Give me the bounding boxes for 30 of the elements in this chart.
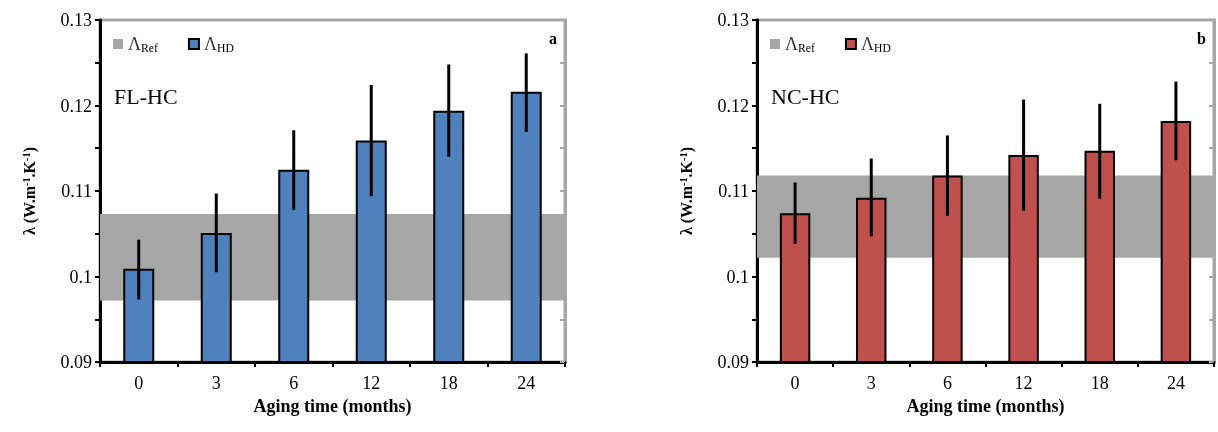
x-tick-label: 24 — [1166, 373, 1185, 393]
y-tick-label: 0.11 — [718, 181, 749, 201]
x-tick-label: 0 — [790, 373, 800, 393]
x-tick-label: 6 — [942, 373, 952, 393]
annotation: a — [549, 29, 557, 47]
y-tick-label: 0.12 — [60, 95, 92, 116]
y-tick-label: 0.09 — [717, 352, 749, 372]
x-tick-label: 24 — [517, 373, 536, 393]
x-tick-label: 18 — [1090, 373, 1109, 393]
y-tick-label: 0.12 — [717, 95, 749, 116]
x-tick-label: 12 — [362, 373, 381, 393]
annotation: b — [1197, 29, 1207, 47]
x-tick-label: 6 — [289, 373, 299, 393]
y-tick-label: 0.09 — [60, 352, 92, 372]
y-tick-label: 0.1 — [69, 266, 92, 287]
x-tick-label: 3 — [866, 373, 876, 393]
x-axis-title: Aging time (months) — [906, 395, 1065, 417]
annotation: FL-HC — [114, 83, 178, 109]
y-axis-title: λ (W.m-1.K-1) — [21, 146, 40, 236]
y-tick-label: 0.1 — [726, 266, 749, 287]
x-axis-title: Aging time (months) — [253, 395, 412, 417]
x-tick-label: 12 — [1014, 373, 1033, 393]
y-tick-label: 0.11 — [61, 181, 92, 201]
annotation: NC-HC — [771, 83, 840, 109]
y-axis-title: λ (W.m-1.K-1) — [678, 146, 697, 236]
y-tick-label: 0.13 — [717, 10, 749, 30]
y-tick-label: 0.13 — [60, 10, 92, 30]
x-tick-label: 0 — [134, 373, 144, 393]
x-tick-label: 18 — [439, 373, 458, 393]
x-tick-label: 3 — [211, 373, 221, 393]
